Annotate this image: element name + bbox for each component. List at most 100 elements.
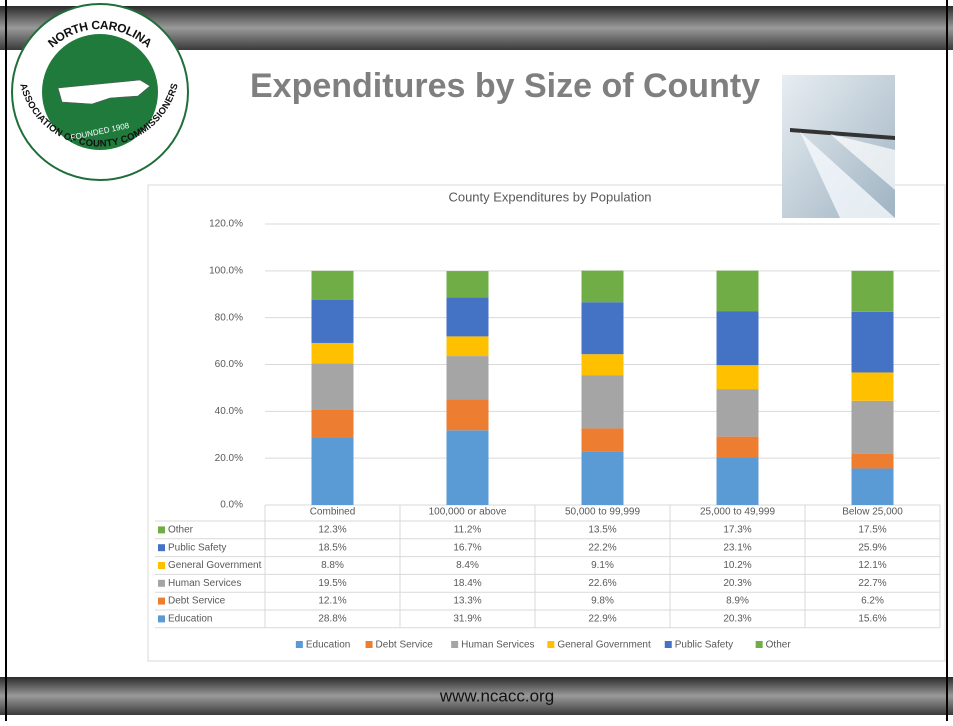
bar-segment bbox=[716, 365, 759, 390]
bar-segment bbox=[716, 311, 759, 366]
legend-key bbox=[755, 641, 763, 648]
table-legend-key bbox=[158, 615, 165, 623]
table-value: 31.9% bbox=[453, 614, 481, 625]
table-legend-key bbox=[158, 526, 165, 534]
table-value: 20.3% bbox=[723, 614, 751, 625]
table-legend-key bbox=[158, 597, 165, 605]
bar-segment bbox=[581, 302, 624, 355]
table-value: 17.5% bbox=[858, 525, 886, 536]
bar-segment bbox=[581, 375, 624, 429]
table-value: 13.5% bbox=[588, 525, 616, 536]
table-value: 12.1% bbox=[858, 560, 886, 571]
legend-label: General Government bbox=[557, 640, 651, 651]
table-value: 23.1% bbox=[723, 542, 751, 553]
table-value: 8.9% bbox=[726, 596, 749, 607]
bar-segment bbox=[446, 356, 489, 400]
bar-segment bbox=[446, 336, 489, 357]
bar-segment bbox=[851, 270, 894, 312]
legend-label: Public Safety bbox=[675, 640, 733, 651]
bar-segment bbox=[311, 342, 354, 364]
legend-key bbox=[295, 641, 303, 648]
bar-segment bbox=[311, 409, 354, 438]
table-value: 9.8% bbox=[591, 596, 614, 607]
table-value: 17.3% bbox=[723, 525, 751, 536]
table-legend-key bbox=[158, 579, 165, 587]
table-value: 22.6% bbox=[588, 578, 616, 589]
y-tick-label: 0.0% bbox=[220, 500, 243, 511]
bar-segment bbox=[311, 299, 354, 343]
x-tick-label: 50,000 to 99,999 bbox=[565, 507, 641, 518]
bar-segment bbox=[446, 399, 489, 431]
y-tick-label: 80.0% bbox=[215, 312, 243, 323]
bar-segment bbox=[446, 297, 489, 337]
legend-label: Other bbox=[766, 640, 792, 651]
footer-url: www.ncacc.org bbox=[439, 686, 554, 705]
table-value: 12.3% bbox=[318, 525, 346, 536]
table-row-label: Debt Service bbox=[168, 596, 226, 607]
bar-segment bbox=[851, 468, 894, 505]
y-tick-label: 60.0% bbox=[215, 359, 243, 370]
bar-segment bbox=[446, 271, 489, 298]
table-value: 18.4% bbox=[453, 578, 481, 589]
table-row-label: Human Services bbox=[168, 578, 241, 589]
x-tick-label: 100,000 or above bbox=[429, 507, 507, 518]
chart-title: County Expenditures by Population bbox=[448, 189, 651, 204]
bar-segment bbox=[851, 372, 894, 401]
table-value: 6.2% bbox=[861, 596, 884, 607]
table-row-label: Other bbox=[168, 525, 194, 536]
slide-title: Expenditures by Size of County bbox=[250, 67, 760, 105]
bar-segment bbox=[851, 311, 894, 373]
table-row-label: Public Safety bbox=[168, 542, 226, 553]
legend-label: Debt Service bbox=[376, 640, 434, 651]
bar-segment bbox=[311, 437, 354, 505]
x-tick-label: Combined bbox=[310, 507, 356, 518]
table-value: 19.5% bbox=[318, 578, 346, 589]
bar-segment bbox=[716, 389, 759, 437]
legend-label: Human Services bbox=[461, 640, 534, 651]
bar-segment bbox=[311, 270, 354, 300]
bar-segment bbox=[716, 457, 759, 505]
chart: 0.0% 20.0% 40.0% 60.0% 80.0% 100.0% 120.0% Comb… bbox=[155, 219, 941, 651]
bar-segment bbox=[851, 453, 894, 469]
legend-key bbox=[664, 641, 672, 648]
y-tick-label: 100.0% bbox=[209, 265, 243, 276]
x-tick-label: 25,000 to 49,999 bbox=[700, 507, 776, 518]
bar-segment bbox=[716, 270, 759, 312]
y-tick-label: 40.0% bbox=[215, 406, 243, 417]
bar-segment bbox=[851, 400, 894, 454]
table-value: 18.5% bbox=[318, 542, 346, 553]
table-value: 15.6% bbox=[858, 614, 886, 625]
bar-segment bbox=[581, 354, 624, 376]
bar-segment bbox=[581, 428, 624, 452]
table-legend-key bbox=[158, 562, 165, 569]
table-value: 11.2% bbox=[454, 525, 482, 536]
table-value: 20.3% bbox=[723, 578, 751, 589]
table-value: 25.9% bbox=[858, 542, 886, 553]
y-tick-label: 20.0% bbox=[215, 453, 243, 464]
table-value: 10.2% bbox=[723, 560, 751, 571]
table-value: 8.8% bbox=[321, 560, 344, 571]
table-value: 13.3% bbox=[453, 596, 481, 607]
legend-key bbox=[451, 641, 459, 648]
table-value: 22.2% bbox=[588, 542, 616, 553]
bar-segment bbox=[446, 430, 489, 505]
table-legend-key bbox=[158, 544, 165, 552]
bar-segment bbox=[581, 451, 624, 505]
legend-key bbox=[365, 641, 373, 648]
bar-segment bbox=[311, 363, 354, 410]
bar-segment bbox=[716, 436, 759, 458]
table-row-label: Education bbox=[168, 614, 212, 625]
table-value: 16.7% bbox=[453, 542, 481, 553]
table-value: 28.8% bbox=[318, 614, 346, 625]
table-value: 9.1% bbox=[591, 560, 614, 571]
footer-bar bbox=[0, 677, 953, 715]
logo: NORTH CAROLINA ASSOCIATION OF COUNTY COM… bbox=[11, 3, 189, 181]
legend-label: Education bbox=[306, 640, 350, 651]
bar-segment bbox=[581, 270, 624, 303]
table-value: 12.1% bbox=[318, 596, 346, 607]
legend-key bbox=[547, 641, 555, 648]
table-value: 22.9% bbox=[588, 614, 616, 625]
photo bbox=[782, 75, 895, 218]
